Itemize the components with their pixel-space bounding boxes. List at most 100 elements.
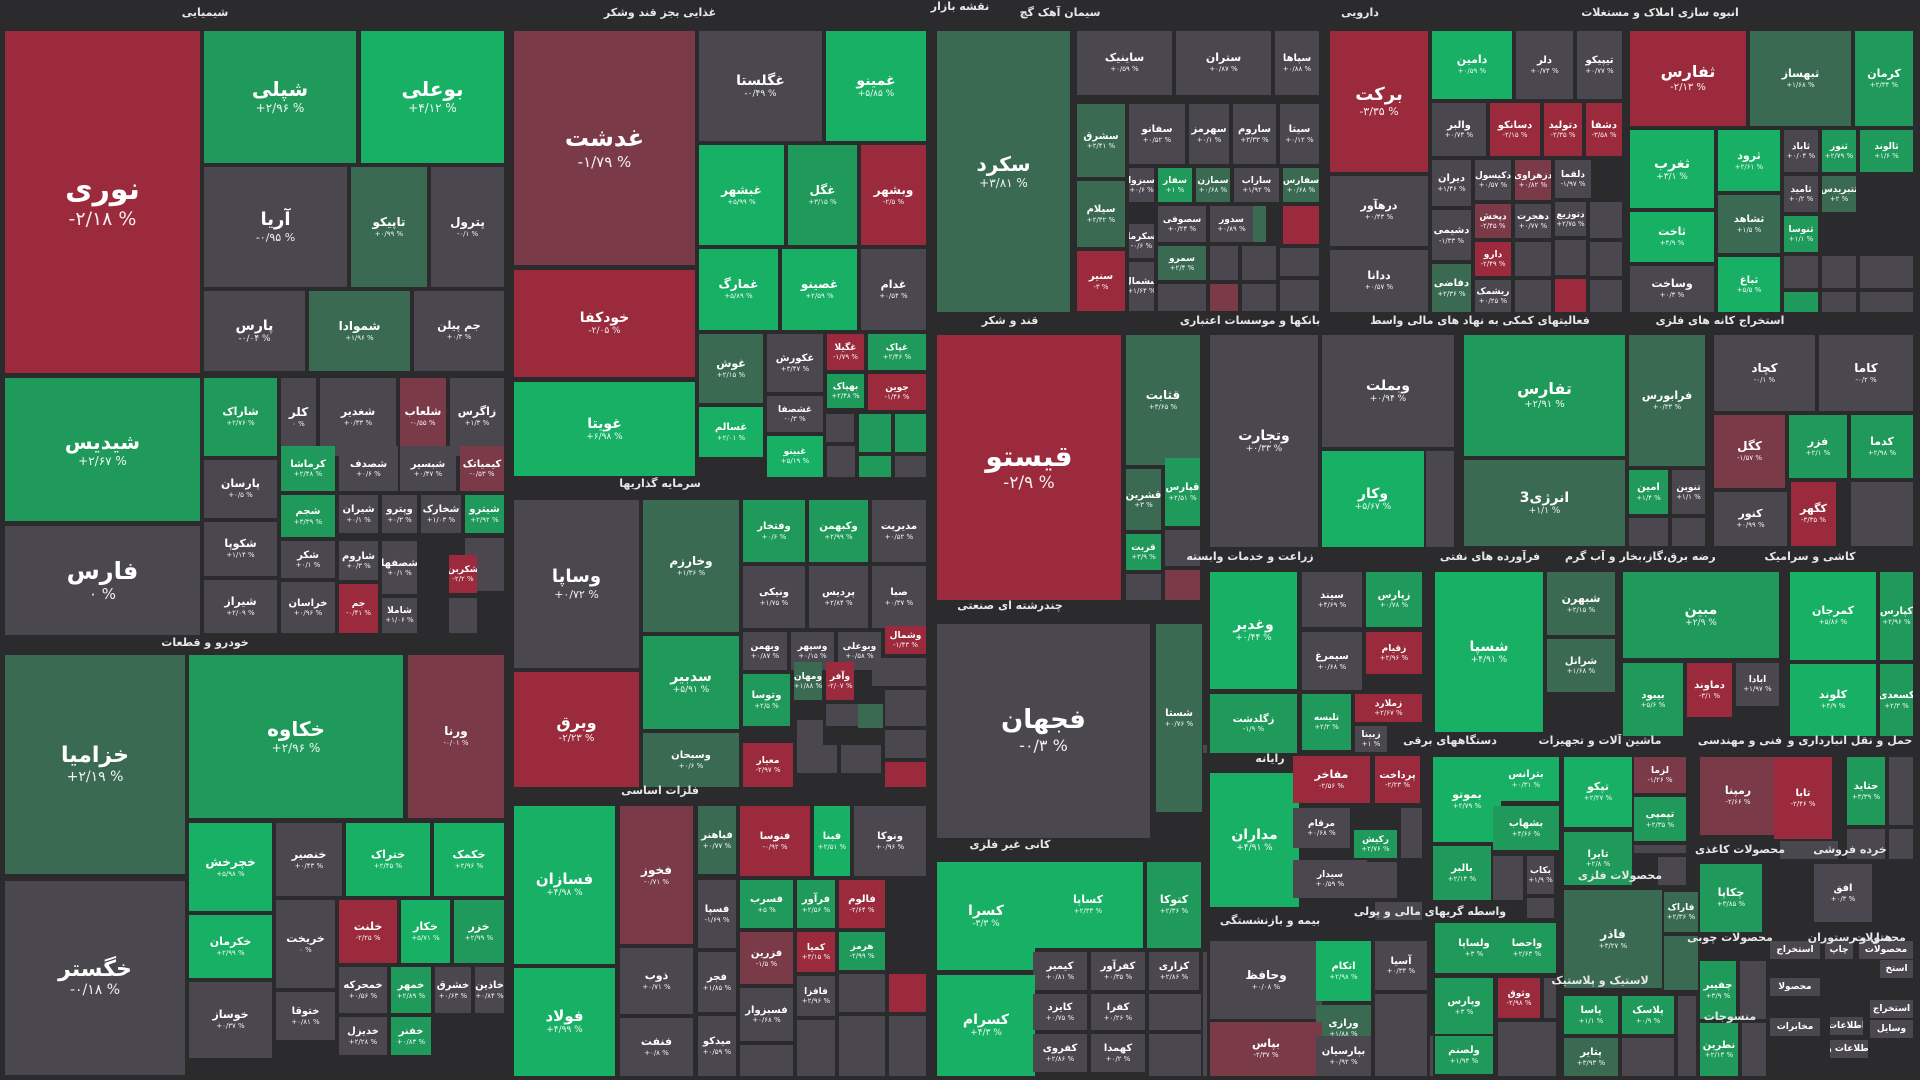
treemap-tile[interactable]: واحصا +۲/۶۳ % (1498, 923, 1556, 973)
treemap-tile[interactable]: کگهر -۳/۳۵ % (1791, 482, 1836, 546)
treemap-tile[interactable]: ابادا +۱/۹۷ % (1736, 663, 1779, 706)
treemap-tile[interactable]: بهپاک +۲/۴۸ % (827, 374, 864, 408)
treemap-small-tile[interactable] (841, 745, 881, 773)
treemap-tile[interactable]: سیتا +۰/۱۲ % (1280, 104, 1319, 164)
treemap-tile[interactable]: کدما +۲/۹۸ % (1851, 415, 1913, 478)
treemap-tile[interactable]: استخ (1880, 960, 1913, 978)
treemap-tile[interactable]: ثتبریدس +۲ % (1822, 176, 1856, 212)
treemap-tile[interactable]: جوین -۱/۴۶ % (868, 374, 926, 410)
treemap-tile[interactable]: مدیریت +۰/۵۲ % (872, 500, 926, 562)
treemap-tile[interactable]: ثالوند +۱/۶ % (1860, 130, 1913, 172)
treemap-tile[interactable]: آریا -۰/۹۵ % (204, 167, 347, 287)
treemap-tile[interactable]: بموتو +۲/۷۹ % (1433, 757, 1501, 842)
treemap-tile[interactable]: وبهمن +۰/۸۷ % (743, 632, 787, 670)
treemap-small-tile[interactable] (1889, 757, 1913, 825)
treemap-tile[interactable]: شکربن -۲/۲ % (449, 555, 477, 593)
treemap-small-tile[interactable] (1860, 292, 1913, 312)
treemap-small-tile[interactable] (797, 745, 837, 773)
treemap-tile[interactable]: ثنور +۲/۷۹ % (1822, 130, 1856, 172)
treemap-tile[interactable]: کفروی +۲/۸۶ % (1033, 1034, 1087, 1072)
treemap-tile[interactable]: معیار -۲/۹۷ % (743, 743, 793, 787)
treemap-tile[interactable]: سمازن +۰/۶۸ % (1196, 168, 1230, 202)
treemap-tile[interactable]: وحافظ +۰/۰۸ % (1210, 941, 1322, 1019)
treemap-tile[interactable]: ختوقا +۰/۸۱ % (276, 992, 335, 1040)
treemap-tile[interactable]: پترول -۰/۱ % (431, 167, 504, 287)
treemap-small-tile[interactable] (449, 598, 477, 633)
treemap-small-tile[interactable] (1149, 994, 1201, 1030)
treemap-tile[interactable]: ختراک +۲/۴۵ % (346, 823, 430, 896)
treemap-tile[interactable]: خلنت -۲/۲۵ % (339, 900, 397, 963)
treemap-small-tile[interactable] (889, 1016, 926, 1076)
treemap-tile[interactable]: کسرا -۳/۳ % (937, 862, 1035, 970)
treemap-small-tile[interactable] (1493, 856, 1523, 900)
treemap-tile[interactable]: هرمز -۲/۹۹ % (839, 932, 885, 970)
treemap-tile[interactable]: کساپا +۲/۳۳ % (1033, 862, 1143, 948)
treemap-small-tile[interactable] (740, 1045, 793, 1076)
treemap-small-tile[interactable] (1780, 841, 1838, 859)
treemap-tile[interactable]: فسازان +۴/۹۸ % (514, 806, 615, 964)
treemap-tile[interactable]: فسبزوار +۰/۶۸ % (740, 988, 793, 1041)
treemap-tile[interactable]: شموادا +۱/۹۶ % (309, 291, 410, 371)
treemap-tile[interactable]: مداران +۴/۹۱ % (1210, 773, 1299, 907)
treemap-tile[interactable]: تاپیکو +۰/۹۹ % (351, 167, 427, 287)
treemap-tile[interactable]: دسانکو -۲/۱۵ % (1490, 103, 1540, 156)
treemap-small-tile[interactable] (859, 414, 891, 452)
treemap-tile[interactable]: وکار +۵/۶۷ % (1322, 451, 1424, 547)
treemap-tile[interactable]: ومهان +۱/۸۸ % (794, 662, 822, 700)
treemap-tile[interactable]: سنیر -۳ % (1077, 251, 1125, 311)
treemap-tile[interactable]: ولصنم +۱/۹۴ % (1435, 1036, 1493, 1074)
treemap-tile[interactable]: رمپنا -۲/۶۶ % (1700, 757, 1776, 835)
treemap-tile[interactable]: ثاخت +۴/۹ % (1630, 212, 1714, 262)
treemap-tile[interactable]: سفارس +۰/۶۸ % (1283, 168, 1319, 202)
treemap-tile[interactable]: خکاوه +۲/۹۶ % (189, 655, 403, 818)
treemap-tile[interactable]: کفرآور +۰/۳۵ % (1091, 952, 1145, 990)
treemap-tile[interactable]: فارس ۰ % (5, 526, 200, 635)
treemap-tile[interactable]: دشیمی -۱/۳۳ % (1432, 210, 1471, 260)
treemap-small-tile[interactable] (1590, 280, 1622, 312)
treemap-small-tile[interactable] (859, 456, 891, 477)
treemap-tile[interactable]: نطرین +۲/۱۳ % (1700, 1023, 1738, 1076)
treemap-tile[interactable]: خکرمان +۲/۹۹ % (189, 915, 272, 978)
treemap-tile[interactable]: وساپا +۰/۷۲ % (514, 500, 639, 668)
treemap-small-tile[interactable] (1784, 256, 1818, 288)
treemap-tile[interactable]: شخارک +۱/۰۳ % (421, 495, 461, 533)
treemap-tile[interactable]: کمرجان +۵/۸۶ % (1790, 572, 1876, 660)
treemap-tile[interactable]: وساخت +۰/۳ % (1630, 266, 1714, 312)
treemap-tile[interactable]: بپارسیان +۰/۹۲ % (1316, 1036, 1371, 1076)
treemap-tile[interactable]: زگلدشت -۱/۹ % (1210, 694, 1297, 753)
treemap-tile[interactable]: غویتا +۶/۹۸ % (514, 382, 695, 476)
treemap-tile[interactable]: وتجارت +۰/۳۳ % (1210, 335, 1318, 547)
treemap-tile[interactable]: پلاسک +۰/۹ % (1622, 996, 1674, 1034)
treemap-tile[interactable]: بشهاب +۴/۶۶ % (1493, 806, 1559, 850)
treemap-tile[interactable]: خمهر +۲/۸۹ % (391, 967, 431, 1013)
treemap-small-tile[interactable] (1430, 1036, 1433, 1076)
treemap-tile[interactable]: وفتخار +۰/۶ % (743, 500, 805, 562)
treemap-tile[interactable]: کیمیاتک -۰/۵۳ % (460, 446, 504, 491)
treemap-tile[interactable]: چفیبر +۳/۹ % (1700, 961, 1736, 1019)
treemap-tile[interactable]: سشمال+۱/۶۴ % (1129, 262, 1154, 311)
treemap-small-tile[interactable] (1126, 574, 1161, 600)
treemap-tile[interactable]: شپلی +۲/۹۶ % (204, 31, 356, 163)
treemap-tile[interactable]: غگلستا -۰/۴۹ % (699, 31, 822, 141)
treemap-tile[interactable]: شکوپا +۱/۱۴ % (204, 522, 277, 576)
treemap-tile[interactable]: کاما -۰/۲ % (1819, 335, 1913, 411)
treemap-tile[interactable]: اتکام +۲/۹۸ % (1316, 941, 1371, 1001)
treemap-tile[interactable]: خکمک +۲/۹۶ % (434, 823, 504, 896)
treemap-tile[interactable]: کیمیر +۰/۸۱ % (1033, 952, 1087, 990)
treemap-tile[interactable]: ستران +۰/۸۷ % (1176, 31, 1271, 95)
treemap-tile[interactable]: پردیس +۲/۸۴ % (809, 566, 868, 628)
treemap-tile[interactable]: پاسا +۱/۱ % (1564, 996, 1618, 1034)
treemap-tile[interactable]: آسیا +۰/۳۴ % (1375, 941, 1427, 990)
treemap-tile[interactable]: کسرام +۴/۳ % (937, 975, 1035, 1076)
treemap-tile[interactable]: شلعاب -۰/۵۵ % (400, 378, 446, 456)
treemap-small-tile[interactable] (1847, 829, 1885, 859)
treemap-tile[interactable]: ساروم +۳/۳۳ % (1233, 104, 1276, 164)
treemap-tile[interactable]: غگل +۳/۱۵ % (788, 145, 857, 245)
treemap-tile[interactable]: سفانو +۰/۵۲ % (1129, 104, 1185, 164)
treemap-small-tile[interactable] (1280, 280, 1319, 311)
treemap-tile[interactable]: کنور +۰/۹۹ % (1714, 492, 1787, 546)
treemap-small-tile[interactable] (1740, 961, 1766, 1019)
treemap-tile[interactable]: غکورش +۳/۴۷ % (767, 334, 823, 392)
treemap-tile[interactable]: محصولات (1859, 941, 1913, 959)
treemap-small-tile[interactable] (1280, 248, 1319, 276)
